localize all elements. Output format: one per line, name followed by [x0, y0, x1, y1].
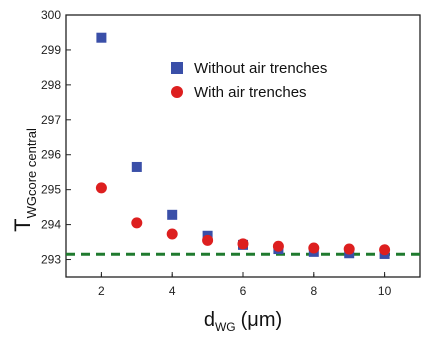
point-with-air-trenches: [308, 242, 320, 254]
y-tick-label: 298: [41, 78, 61, 92]
y-tick-label: 296: [41, 148, 61, 162]
point-with-air-trenches: [95, 182, 107, 194]
y-tick-label: 300: [41, 8, 61, 22]
data-points: [95, 32, 391, 259]
point-with-air-trenches: [202, 234, 214, 246]
y-axis-title-sub: WGcore central: [24, 128, 39, 218]
legend-label-with: With air trenches: [194, 84, 307, 101]
point-without-air-trenches: [96, 32, 107, 43]
point-with-air-trenches: [343, 243, 355, 255]
y-tick-label: 297: [41, 113, 61, 127]
x-axis-title-sub: WG: [215, 320, 236, 334]
legend: Without air trenches With air trenches: [171, 60, 327, 101]
x-axis-title-main: d: [204, 309, 215, 331]
x-tick-label: 6: [240, 284, 247, 298]
y-tick-label: 299: [41, 43, 61, 57]
point-without-air-trenches: [167, 209, 178, 220]
legend-label-without: Without air trenches: [194, 60, 327, 77]
y-tick-label: 295: [41, 183, 61, 197]
point-without-air-trenches: [131, 161, 142, 172]
point-with-air-trenches: [166, 228, 178, 240]
plot-frame: [65, 14, 421, 278]
x-tick-label: 4: [169, 284, 176, 298]
legend-marker-square: [171, 62, 183, 74]
y-axis-title: TWGcore central: [10, 128, 39, 232]
x-tick-label: 8: [310, 284, 317, 298]
point-with-air-trenches: [237, 238, 249, 250]
point-with-air-trenches: [379, 244, 391, 256]
point-with-air-trenches: [272, 240, 284, 252]
x-axis-title: dWG (μm): [204, 309, 282, 334]
x-tick-label: 2: [98, 284, 105, 298]
legend-marker-circle: [171, 86, 183, 98]
y-tick-label: 294: [41, 218, 61, 232]
x-tick-label: 10: [378, 284, 392, 298]
x-axis-title-unit: (μm): [241, 309, 283, 331]
point-with-air-trenches: [131, 217, 143, 229]
y-axis-title-main: T: [10, 218, 35, 231]
ticks: 2 4 6 8 10 293 294 295 296 297 298 299 300: [41, 8, 392, 298]
y-tick-label: 293: [41, 253, 61, 267]
